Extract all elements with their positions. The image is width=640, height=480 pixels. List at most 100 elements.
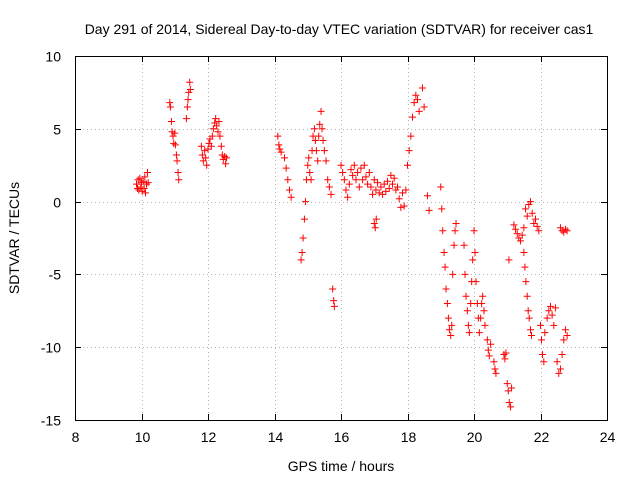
data-point bbox=[171, 129, 179, 137]
data-point bbox=[467, 300, 475, 308]
data-point bbox=[379, 190, 387, 198]
data-point bbox=[344, 193, 352, 201]
data-point bbox=[507, 403, 515, 411]
x-axis-label: GPS time / hours bbox=[288, 458, 395, 474]
data-point bbox=[484, 346, 492, 354]
data-point bbox=[217, 142, 225, 150]
data-point bbox=[357, 164, 365, 172]
data-point bbox=[420, 103, 428, 111]
data-point bbox=[400, 202, 408, 210]
data-point bbox=[307, 176, 315, 184]
data-point bbox=[408, 113, 416, 121]
data-point bbox=[374, 179, 382, 187]
data-point bbox=[561, 326, 569, 334]
data-point bbox=[223, 154, 231, 162]
x-tick-label: 22 bbox=[534, 429, 550, 445]
data-point bbox=[390, 174, 398, 182]
data-point bbox=[318, 125, 326, 133]
data-point bbox=[186, 85, 194, 93]
data-point bbox=[538, 350, 546, 358]
data-point bbox=[184, 96, 192, 104]
data-point bbox=[479, 292, 487, 300]
data-point bbox=[134, 176, 142, 184]
data-point bbox=[311, 136, 319, 144]
data-point bbox=[214, 128, 222, 136]
data-point bbox=[375, 189, 383, 197]
data-point bbox=[389, 180, 397, 188]
grid-lines bbox=[75, 56, 607, 420]
data-point bbox=[138, 179, 145, 187]
x-tick-label: 14 bbox=[268, 429, 284, 445]
data-point bbox=[175, 176, 183, 184]
data-point bbox=[397, 203, 405, 211]
data-point bbox=[522, 205, 530, 213]
data-point bbox=[560, 228, 568, 236]
data-point bbox=[372, 186, 380, 194]
data-point bbox=[553, 358, 561, 366]
data-point bbox=[317, 107, 325, 115]
data-point bbox=[545, 307, 553, 315]
data-point bbox=[392, 186, 400, 194]
data-point bbox=[170, 139, 178, 147]
data-point bbox=[472, 278, 480, 286]
data-point bbox=[512, 225, 520, 233]
data-point bbox=[464, 321, 472, 329]
data-point bbox=[505, 256, 513, 264]
data-point bbox=[508, 384, 516, 392]
data-point bbox=[186, 78, 194, 86]
data-point bbox=[440, 249, 448, 257]
data-point bbox=[349, 171, 357, 179]
data-point bbox=[370, 219, 378, 227]
data-point bbox=[522, 278, 530, 286]
data-point bbox=[370, 176, 378, 184]
data-point bbox=[285, 186, 293, 194]
data-point bbox=[166, 103, 174, 111]
data-point bbox=[437, 183, 445, 191]
data-point bbox=[347, 166, 355, 174]
data-point bbox=[282, 164, 290, 172]
data-point bbox=[330, 302, 338, 310]
data-point bbox=[342, 186, 350, 194]
data-point bbox=[315, 132, 323, 140]
data-point bbox=[324, 176, 332, 184]
data-point bbox=[470, 227, 478, 235]
data-point bbox=[402, 186, 410, 194]
data-point bbox=[491, 365, 499, 373]
data-point bbox=[306, 168, 314, 176]
data-point bbox=[299, 234, 307, 242]
data-point bbox=[355, 183, 363, 191]
data-point bbox=[518, 231, 526, 239]
data-point bbox=[203, 161, 211, 169]
data-point bbox=[301, 198, 309, 206]
data-point bbox=[525, 314, 533, 322]
data-point bbox=[460, 241, 468, 249]
data-point bbox=[137, 183, 145, 191]
data-point bbox=[382, 187, 390, 195]
data-point bbox=[297, 256, 305, 264]
data-point bbox=[555, 369, 563, 377]
data-point bbox=[372, 215, 380, 223]
data-point bbox=[133, 180, 141, 188]
data-point bbox=[316, 120, 324, 128]
data-point bbox=[277, 148, 285, 156]
data-point bbox=[322, 157, 330, 165]
data-point bbox=[298, 249, 306, 257]
data-point bbox=[443, 300, 451, 308]
data-point bbox=[502, 349, 510, 357]
data-point bbox=[387, 171, 395, 179]
data-point bbox=[139, 177, 147, 185]
data-point bbox=[537, 336, 545, 344]
data-point bbox=[209, 125, 217, 133]
y-tick-label: 0 bbox=[53, 195, 61, 211]
data-point bbox=[481, 321, 489, 329]
data-point bbox=[274, 132, 282, 140]
data-point bbox=[166, 99, 174, 107]
data-point bbox=[463, 307, 471, 315]
y-tick-label: 10 bbox=[45, 49, 61, 65]
data-point bbox=[451, 227, 459, 235]
chart-title: Day 291 of 2014, Sidereal Day-to-day VTE… bbox=[85, 21, 594, 37]
data-point bbox=[275, 141, 283, 149]
x-tick-label: 20 bbox=[467, 429, 483, 445]
data-point bbox=[212, 115, 220, 123]
data-point bbox=[320, 147, 328, 155]
